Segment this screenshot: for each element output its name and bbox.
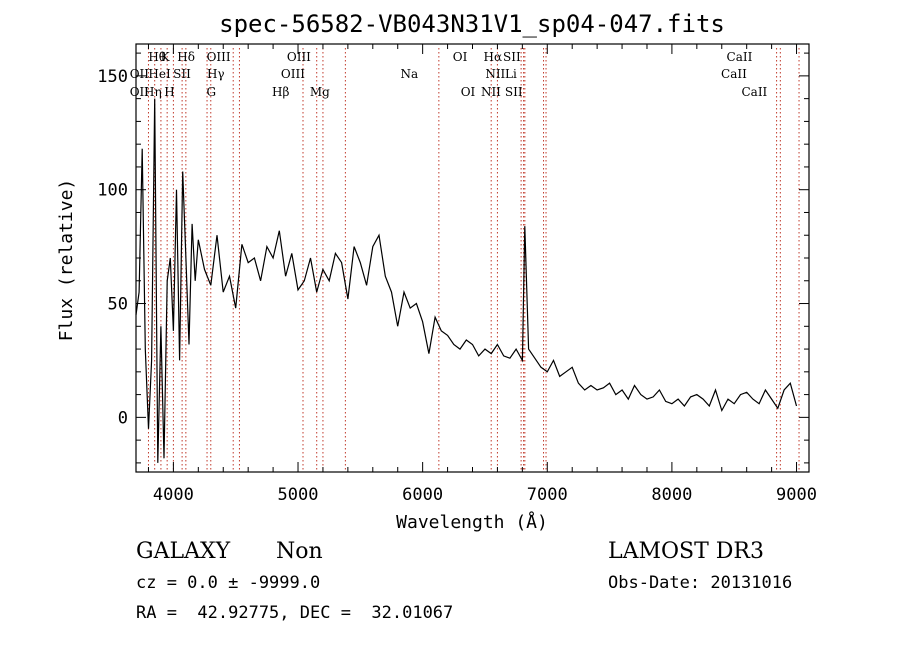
line-markers bbox=[147, 48, 800, 472]
line-label: K bbox=[161, 50, 171, 64]
radec-line: RA = 42.92775, DEC = 32.01067 bbox=[136, 603, 453, 623]
line-label: H bbox=[164, 85, 174, 99]
spectrum-line bbox=[135, 98, 798, 463]
survey-label: LAMOST DR3 bbox=[608, 539, 764, 564]
y-tick-label: 50 bbox=[108, 295, 128, 315]
line-label: HeI bbox=[148, 67, 171, 81]
line-label: CaII bbox=[727, 50, 753, 64]
line-label: Na bbox=[400, 67, 418, 81]
line-label: Hβ bbox=[272, 85, 289, 99]
line-label: OII bbox=[130, 67, 150, 81]
x-tick-label: 5000 bbox=[278, 485, 319, 505]
line-label: CaII bbox=[741, 85, 767, 99]
line-label: NII bbox=[481, 85, 501, 99]
x-tick-label: 7000 bbox=[527, 485, 568, 505]
line-label: SII bbox=[173, 67, 191, 81]
line-label: OIII bbox=[287, 50, 311, 64]
line-label: OI bbox=[461, 85, 476, 99]
line-label: CaII bbox=[721, 67, 747, 81]
cz-line: cz = 0.0 ± -9999.0 bbox=[136, 573, 320, 593]
line-label: G bbox=[206, 85, 216, 99]
line-label: Hθ bbox=[148, 50, 166, 64]
y-tick-label: 150 bbox=[97, 67, 128, 87]
chart-title: spec-56582-VB043N31V1_sp04-047.fits bbox=[219, 10, 725, 38]
class-label: GALAXY bbox=[136, 539, 231, 564]
line-label: SII bbox=[503, 50, 521, 64]
line-label: Hα bbox=[484, 50, 503, 64]
line-label: Hδ bbox=[177, 50, 195, 64]
obs-date-line: Obs-Date: 20131016 bbox=[608, 573, 792, 593]
line-label: Hγ bbox=[207, 67, 225, 81]
x-tick-label: 4000 bbox=[153, 485, 194, 505]
line-label: SII bbox=[505, 85, 523, 99]
line-label: OIII bbox=[281, 67, 305, 81]
x-tick-label: 6000 bbox=[402, 485, 443, 505]
line-label: NII bbox=[485, 67, 505, 81]
line-label: OIII bbox=[207, 50, 231, 64]
line-label: Mg bbox=[310, 85, 330, 99]
line-label: Hη bbox=[144, 85, 162, 99]
x-tick-label: 9000 bbox=[776, 485, 817, 505]
y-tick-label: 0 bbox=[118, 408, 128, 428]
x-axis: 4000 5000 6000 7000 8000 9000 bbox=[147, 44, 817, 505]
y-axis-label: Flux (relative) bbox=[56, 179, 77, 342]
line-label: OII bbox=[130, 85, 150, 99]
y-tick-label: 100 bbox=[97, 181, 128, 201]
x-tick-label: 8000 bbox=[651, 485, 692, 505]
subclass-label: Non bbox=[276, 539, 323, 564]
x-axis-label: Wavelength (Å) bbox=[396, 511, 548, 533]
y-axis: 0 50 100 150 bbox=[97, 52, 809, 464]
line-label: Li bbox=[505, 67, 517, 81]
plot-frame bbox=[135, 43, 810, 473]
line-label: OI bbox=[453, 50, 468, 64]
